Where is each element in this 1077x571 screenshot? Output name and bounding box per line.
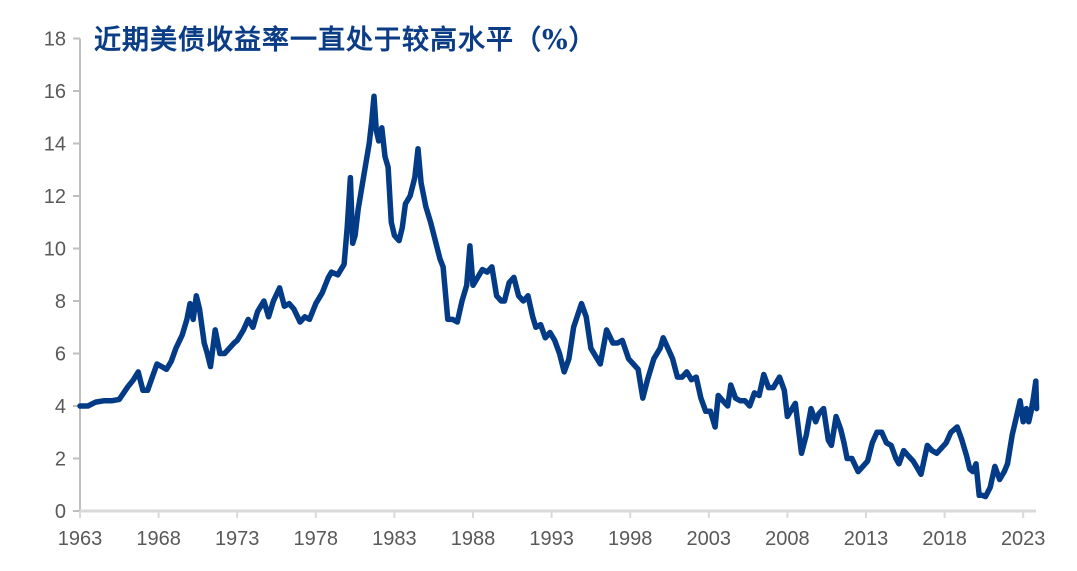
y-tick-label: 16: [44, 81, 66, 103]
x-tick-label: 1968: [136, 528, 181, 550]
chart-title: 近期美债收益率一直处于较高水平（%）: [94, 25, 597, 56]
x-tick-label: 1963: [58, 528, 103, 550]
x-tick-label: 2018: [922, 528, 967, 550]
y-tick-label: 10: [44, 239, 66, 261]
x-tick-label: 2008: [765, 528, 810, 550]
x-tick-label: 2023: [1001, 528, 1046, 550]
axes: 0 2 4 6 8 10 12 14 16 18 1963 1968 1973 1978 1983 1988 1…: [44, 29, 1046, 551]
y-tick-label: 18: [44, 29, 66, 51]
x-tick-label: 1993: [529, 528, 574, 550]
x-tick-label: 1978: [294, 528, 339, 550]
series-line-0: [77, 93, 1040, 500]
x-tick-label: 2013: [844, 528, 889, 550]
y-tick-label: 14: [44, 134, 66, 156]
x-tick-label: 2003: [687, 528, 732, 550]
x-tick-label: 1973: [215, 528, 260, 550]
plot-area: [77, 93, 1040, 500]
x-tick-label: 1983: [372, 528, 417, 550]
x-tick-label: 1998: [608, 528, 653, 550]
y-tick-label: 4: [55, 396, 66, 418]
y-tick-label: 8: [55, 291, 66, 313]
y-tick-label: 6: [55, 344, 66, 366]
y-tick-label: 2: [55, 449, 66, 471]
y-tick-label: 12: [44, 186, 66, 208]
y-tick-label: 0: [55, 501, 66, 523]
x-tick-label: 1988: [451, 528, 496, 550]
